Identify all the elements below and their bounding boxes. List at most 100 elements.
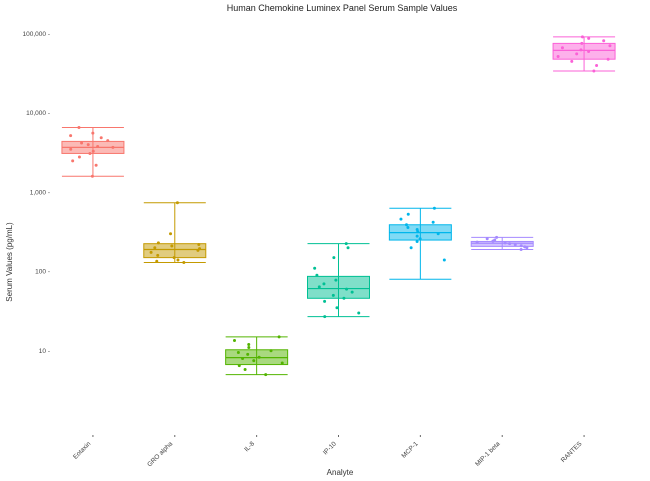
data-point: [111, 145, 115, 149]
box-group-rantes: [552, 35, 616, 73]
box-group-gro-alpha: [143, 201, 207, 265]
data-point: [415, 227, 419, 231]
y-tick-label: 1,000 -: [30, 189, 50, 196]
data-point: [580, 41, 584, 45]
data-point: [409, 246, 413, 250]
data-point: [579, 48, 583, 52]
data-point: [91, 131, 95, 135]
data-point: [86, 143, 90, 147]
data-point: [88, 151, 92, 155]
data-point: [323, 299, 327, 303]
box-group-mip-1-beta: [470, 235, 534, 251]
data-point: [169, 232, 173, 236]
data-point: [350, 290, 354, 294]
data-point: [432, 206, 436, 210]
data-point: [247, 343, 251, 347]
box-group-ip-10: [307, 242, 370, 319]
x-tick-label: Eotaxin: [72, 440, 93, 461]
data-point: [556, 54, 560, 58]
data-point: [575, 52, 579, 56]
data-point: [560, 46, 564, 50]
x-tick-label: MIP-1 beta: [474, 440, 502, 468]
data-point: [77, 155, 81, 159]
data-point: [513, 243, 517, 247]
data-point: [485, 237, 489, 241]
data-point: [406, 212, 410, 216]
x-tick-label: IL-8: [243, 440, 256, 453]
data-point: [322, 282, 326, 286]
box-iqr: [307, 275, 370, 299]
data-point: [243, 368, 247, 372]
data-point: [236, 351, 240, 355]
data-point: [606, 57, 610, 61]
x-tick-label: RANTES: [560, 440, 584, 464]
data-point: [247, 346, 251, 350]
box-group-eotaxin: [61, 125, 125, 178]
data-point: [404, 223, 408, 227]
data-point: [264, 373, 268, 377]
data-point: [592, 69, 596, 73]
data-point: [182, 261, 186, 265]
data-point: [475, 240, 479, 244]
data-point: [503, 241, 507, 245]
data-point: [493, 238, 497, 242]
data-point: [241, 356, 245, 360]
data-point: [170, 244, 174, 248]
data-point: [357, 311, 361, 315]
data-point: [406, 226, 410, 230]
data-point: [257, 355, 261, 359]
x-tick-label: MCP-1: [401, 440, 421, 460]
data-point: [198, 247, 202, 251]
data-point: [595, 63, 599, 67]
y-tick-label: 10 -: [39, 348, 50, 355]
x-tick-label: IP-10: [322, 440, 338, 456]
data-point: [523, 245, 527, 249]
data-point: [197, 242, 201, 246]
data-point: [519, 247, 523, 251]
data-point: [334, 278, 338, 282]
data-point: [436, 232, 440, 236]
data-point: [252, 359, 256, 363]
data-point: [69, 134, 73, 138]
y-tick-label: 100,000 -: [23, 31, 50, 38]
data-point: [346, 246, 350, 250]
data-point: [323, 315, 327, 319]
data-point: [232, 338, 236, 342]
data-point: [280, 361, 284, 365]
data-point: [237, 364, 241, 368]
x-axis-title: Analyte: [327, 468, 354, 477]
data-point: [269, 349, 273, 353]
data-point: [77, 125, 81, 129]
x-tick-label: GRO alpha: [146, 440, 174, 468]
data-point: [345, 287, 349, 291]
data-point: [172, 256, 176, 260]
box-iqr: [552, 42, 616, 60]
data-point: [153, 246, 157, 250]
y-axis-title: Serum Values (pg/mL): [5, 222, 14, 302]
chart-title: Human Chemokine Luminex Panel Serum Samp…: [227, 3, 458, 13]
data-point: [587, 36, 591, 40]
data-point: [90, 174, 94, 178]
data-point: [508, 242, 512, 246]
data-point: [587, 50, 591, 54]
y-tick-label: 100 -: [35, 269, 50, 276]
data-point: [69, 147, 73, 151]
data-point: [246, 352, 250, 356]
data-point: [317, 285, 321, 289]
data-point: [155, 259, 159, 263]
data-point: [495, 235, 499, 239]
data-point: [570, 59, 574, 63]
data-point: [94, 163, 98, 167]
data-point: [580, 35, 584, 39]
data-point: [415, 239, 419, 243]
data-point: [91, 149, 95, 153]
data-point: [442, 258, 446, 262]
data-point: [344, 242, 348, 246]
data-point: [415, 234, 419, 238]
box-group-il-8: [225, 335, 289, 377]
data-point: [99, 136, 103, 140]
data-point: [608, 44, 612, 48]
plot-area: 10 - 100 - 1,000 - 10,000 - 100,000 - Eotaxin…: [23, 31, 616, 468]
y-tick-label: 10,000 -: [26, 110, 50, 117]
